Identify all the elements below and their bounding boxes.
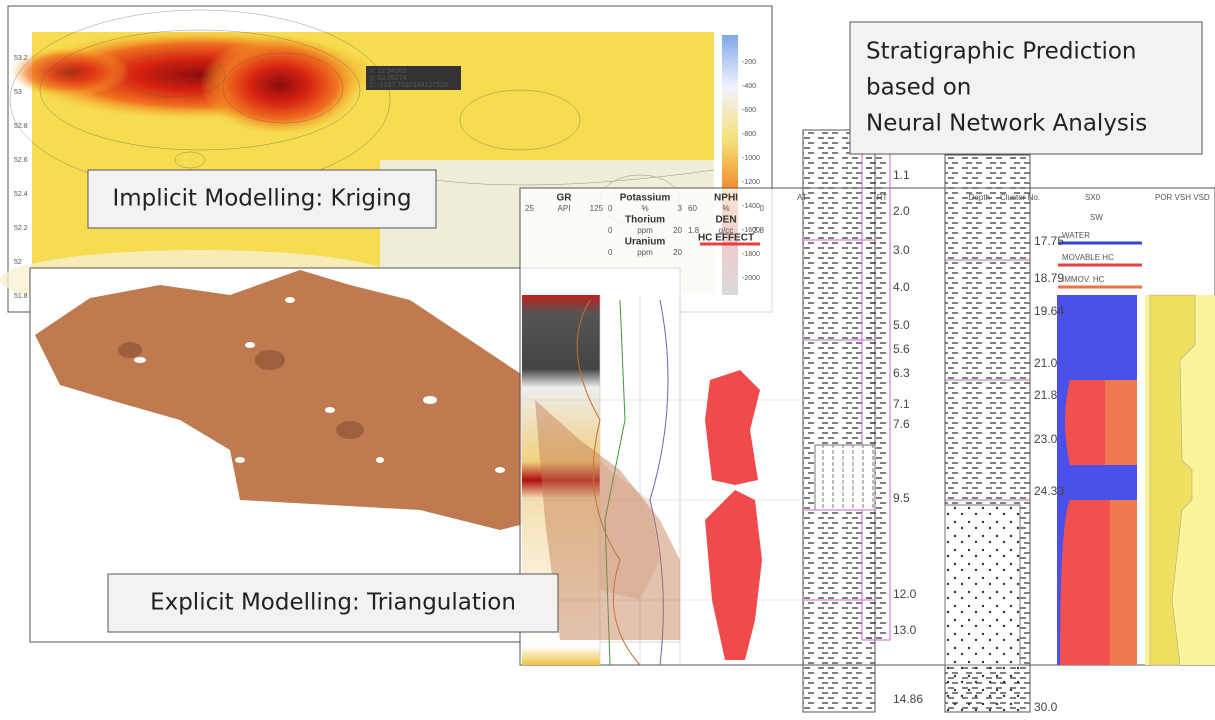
log-header: SW: [1090, 213, 1103, 222]
depth-label: 9.5: [893, 491, 910, 505]
log-header: SX0: [1085, 193, 1101, 202]
log-header: RT: [877, 193, 888, 202]
depth-label: 13.0: [893, 623, 917, 637]
caption: Stratigraphic Prediction: [866, 39, 1137, 65]
log-scale: 0: [608, 226, 613, 235]
depth-label: 4.0: [893, 280, 910, 294]
legend-entry: WATER: [1062, 231, 1090, 240]
caption-box: [849, 21, 1203, 155]
y-tick-label: 51.8: [14, 293, 28, 300]
log-scale: 0: [608, 204, 613, 213]
log-header: Potassium: [620, 193, 671, 204]
legend-entry: IMMOV. HC: [1062, 275, 1105, 284]
log-header: AT: [797, 193, 807, 202]
y-tick-label: 52.2: [14, 225, 28, 232]
depth-label: 6.3: [893, 366, 910, 380]
log-scale: 1.8: [688, 226, 700, 235]
log-header: Thorium: [625, 215, 665, 226]
y-tick-label: 52.6: [14, 157, 28, 164]
log-header: Depth: [969, 193, 990, 202]
log-unit: g/cc: [719, 226, 734, 235]
caption: Neural Network Analysis: [866, 111, 1147, 137]
tooltip: [366, 66, 461, 90]
y-tick-label: 53: [14, 89, 22, 96]
y-tick-label: 52: [14, 259, 22, 266]
depth-label: 7.6: [893, 417, 910, 431]
log-unit: ppm: [637, 248, 653, 257]
depth-label: 12.0: [893, 587, 917, 601]
depth-label: 23.0: [1034, 432, 1058, 446]
log-scale: 2.8: [753, 226, 765, 235]
colorbar-label: -400: [742, 83, 756, 90]
colorbar-label: -1400: [742, 203, 760, 210]
caption: based on: [866, 75, 971, 101]
caption: Implicit Modelling: Kriging: [112, 186, 411, 212]
tooltip-text: z: -1297.7337344127526: [370, 82, 448, 89]
depth-label: 2.0: [893, 204, 910, 218]
depth-label: 3.0: [893, 243, 910, 257]
kriging-panel: [0, 5, 773, 313]
log-header: NPHI: [714, 193, 738, 204]
legend-entry: MOVABLE HC: [1062, 253, 1114, 262]
y-tick-label: 52.8: [14, 123, 28, 130]
depth-label: 19.64: [1034, 304, 1064, 318]
depth-label: 17.75: [1034, 234, 1064, 248]
log-unit: API: [558, 204, 571, 213]
caption-box: [87, 169, 437, 229]
log-unit: ppm: [637, 226, 653, 235]
depth-label: 14.86: [893, 692, 923, 706]
log-scale: 3: [678, 204, 683, 213]
log-scale: 125: [590, 204, 604, 213]
y-tick-label: 52.4: [14, 191, 28, 198]
colorbar-label: -1600: [742, 227, 760, 234]
log-scale: 0: [760, 204, 765, 213]
colorbar-label: -1200: [742, 179, 760, 186]
depth-label: 5.6: [893, 342, 910, 356]
log-scale: 0: [608, 248, 613, 257]
log-unit: %: [641, 204, 648, 213]
log-scale: 20: [673, 248, 682, 257]
caption-box: [107, 573, 559, 633]
log-header: Uranium: [625, 237, 666, 248]
colorbar-label: -1800: [742, 251, 760, 258]
colorbar-label: -2000: [742, 275, 760, 282]
log-unit: %: [722, 204, 729, 213]
depth-label: 18.79: [1034, 271, 1064, 285]
depth-label: 21.8: [1034, 388, 1058, 402]
depth-label: 7.1: [893, 397, 910, 411]
log-scale: 20: [673, 226, 682, 235]
depth-label: 5.0: [893, 318, 910, 332]
log-header: DEN: [715, 215, 736, 226]
log-header: HC EFFECT: [698, 233, 754, 244]
lithology: [802, 129, 1031, 713]
depth-label: 30.0: [1034, 700, 1058, 714]
log-header: POR VSH VSD: [1155, 193, 1210, 202]
depth-label: 1.1: [893, 168, 910, 182]
depth-label: 24.33: [1034, 484, 1064, 498]
log-header: GR: [557, 193, 573, 204]
log-scale: 60: [688, 204, 697, 213]
colorbar-label: -800: [742, 131, 756, 138]
y-tick-label: 53.2: [14, 55, 28, 62]
depth-label: 21.0: [1034, 356, 1058, 370]
colorbar-label: -1000: [742, 155, 760, 162]
log-header: Cluster No.: [1000, 193, 1040, 202]
tooltip-text: y: 53.06374: [370, 75, 407, 82]
caption: Explicit Modelling: Triangulation: [150, 590, 516, 616]
colorbar-label: -200: [742, 59, 756, 66]
tooltip-text: x: 12.94863: [370, 68, 407, 75]
log-scale: 25: [525, 204, 534, 213]
colorbar-label: -600: [742, 107, 756, 114]
